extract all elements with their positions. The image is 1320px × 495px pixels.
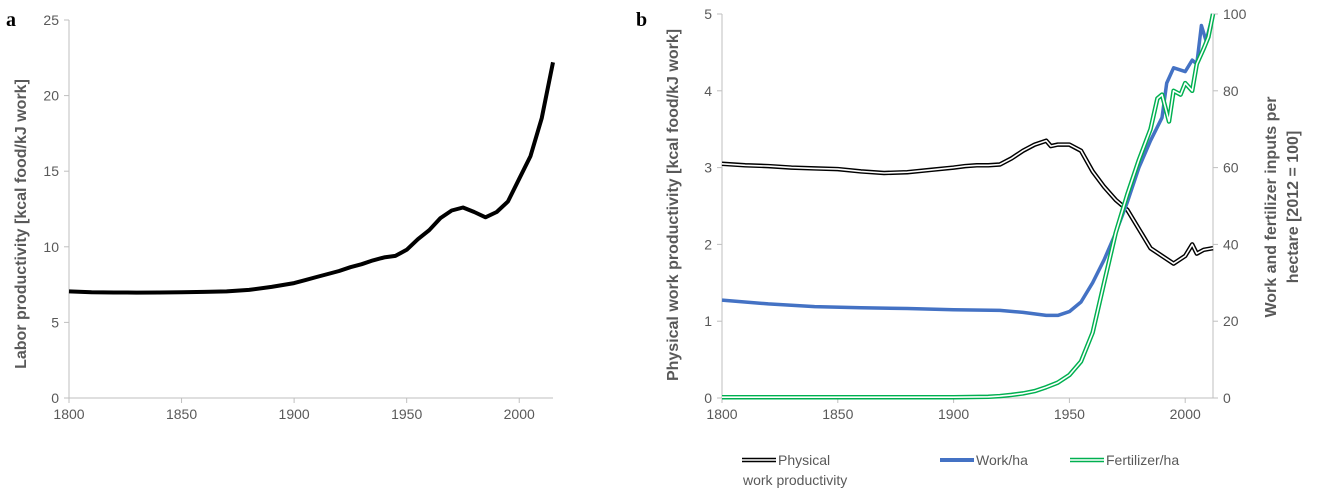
x-tick-label: 2000 — [1170, 406, 1201, 422]
series-line-fertilizer-ha-inner — [722, 13, 1214, 399]
chart-a-axes — [68, 20, 553, 399]
chart-a: a 1800 1850 1900 1950 2000 0 5 10 15 20 25 Labor p… — [6, 9, 555, 422]
y2-tick-label: 100 — [1223, 6, 1247, 22]
chart-b-y2-axis-title-line2: hectare [2012 = 100] — [1285, 131, 1302, 284]
chart-b-series — [721, 13, 1216, 400]
chart-a-y-axis-title: Labor productivity [kcal food/kJ work] — [13, 79, 30, 369]
legend-label: Work/ha — [976, 452, 1028, 468]
chart-a-ticks: 1800 1850 1900 1950 2000 0 5 10 15 20 25 — [43, 12, 535, 422]
y-tick-label: 25 — [43, 12, 59, 28]
y-tick-label: 15 — [43, 163, 59, 179]
y2-tick-label: 20 — [1223, 313, 1239, 329]
x-tick-label: 1850 — [822, 406, 853, 422]
y2-tick-label: 40 — [1223, 236, 1239, 252]
y-tick-label: 5 — [704, 6, 712, 22]
x-tick-label: 1900 — [938, 406, 969, 422]
chart-b-ticks: 1800 1850 1900 1950 2000 0 1 2 3 4 5 0 20 40 60 80 100 — [704, 6, 1246, 422]
x-tick-label: 1950 — [391, 406, 422, 422]
panel-label-b: b — [636, 9, 647, 31]
y-tick-label: 10 — [43, 239, 59, 255]
y-tick-label: 2 — [704, 236, 712, 252]
legend-label-line2: work productivity — [742, 472, 847, 488]
x-tick-label: 1850 — [166, 406, 197, 422]
chart-a-series — [68, 61, 555, 295]
y-tick-label: 0 — [51, 390, 59, 406]
x-tick-label: 1800 — [53, 406, 84, 422]
chart-b-axes — [721, 14, 1214, 399]
legend-item-work-ha: Work/ha — [940, 452, 1028, 468]
y-tick-label: 3 — [704, 160, 712, 176]
y-tick-label: 4 — [704, 83, 712, 99]
x-tick-label: 1800 — [706, 406, 737, 422]
y2-tick-label: 60 — [1223, 160, 1239, 176]
y-tick-label: 1 — [704, 313, 712, 329]
chart-b-y2-axis-title-line1: Work and fertilizer inputs per — [1263, 96, 1280, 317]
series-line-work-ha — [721, 13, 1215, 318]
legend-item-physical-work-productivity: Physical work productivity — [742, 452, 847, 488]
y2-tick-label: 0 — [1223, 390, 1231, 406]
x-tick-label: 2000 — [504, 406, 535, 422]
series-line-fertilizer-ha — [722, 13, 1216, 400]
y-tick-label: 5 — [51, 314, 59, 330]
chart-b-legend: Physical work productivity Work/ha Fertiliz… — [742, 452, 1179, 488]
legend-label: Physical — [778, 452, 830, 468]
panel-label-a: a — [6, 9, 16, 31]
series-line-labor-productivity — [68, 61, 555, 295]
legend-item-fertilizer-ha: Fertilizer/ha — [1070, 452, 1179, 468]
series-line-physical-work-productivity-inner — [721, 139, 1214, 265]
chart-b-y2-axis-title: Work and fertilizer inputs per hectare [… — [1263, 96, 1302, 317]
x-tick-label: 1900 — [279, 406, 310, 422]
y-tick-label: 0 — [704, 390, 712, 406]
chart-b: b 1800 1850 1900 1950 2000 0 1 2 3 4 5 0 20 40 60 80 100… — [636, 6, 1302, 488]
y-tick-label: 20 — [43, 88, 59, 104]
y2-tick-label: 80 — [1223, 83, 1239, 99]
x-tick-label: 1950 — [1054, 406, 1085, 422]
legend-label: Fertilizer/ha — [1106, 452, 1179, 468]
chart-b-y-axis-title: Physical work productivity [kcal food/kJ… — [665, 29, 682, 381]
